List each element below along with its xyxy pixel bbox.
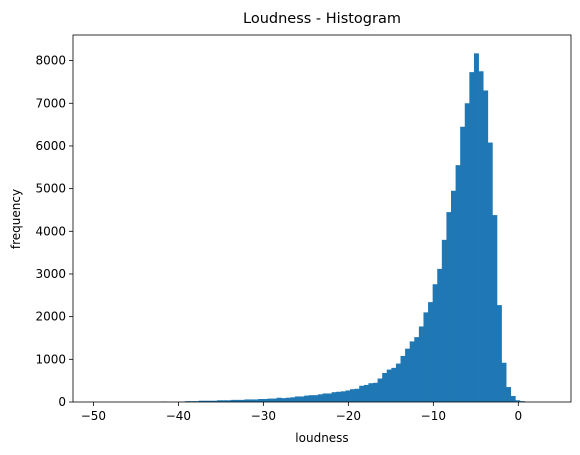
histogram-bar (423, 312, 429, 402)
histogram-bar (510, 396, 516, 402)
y-tick-label: 3000 (35, 267, 66, 281)
histogram-bar (281, 398, 287, 402)
histogram-bar (272, 398, 278, 402)
histogram-bar (331, 392, 337, 402)
histogram-bar (304, 395, 310, 402)
histogram-bar (226, 400, 232, 402)
plot-area: −50 −40 −30 −20 −10 0 0 1000 2000 3000 4000 5000 60… (35, 34, 572, 423)
histogram-bar (189, 401, 195, 402)
histogram-bar (409, 341, 415, 402)
histogram-bar (317, 394, 323, 402)
histogram-bar (496, 305, 502, 402)
histogram-bar (487, 142, 493, 403)
histogram-bar (432, 284, 438, 402)
histogram-bar (473, 53, 479, 402)
histogram-bar (501, 362, 507, 402)
histogram-bar (350, 389, 356, 402)
histogram-bar (194, 401, 200, 402)
histogram-bar (492, 215, 498, 402)
histogram-bar (455, 165, 461, 402)
histogram-bar (519, 401, 525, 402)
histogram-bar (327, 393, 333, 402)
histogram-bar (258, 399, 264, 402)
y-tick-label: 0 (58, 395, 66, 409)
histogram-bar (395, 363, 401, 402)
y-tick-label: 5000 (35, 182, 66, 196)
histogram-bar (382, 372, 388, 402)
histogram-bar (437, 268, 443, 402)
y-axis: 0 1000 2000 3000 4000 5000 6000 7000 8000 (35, 54, 73, 409)
histogram-bar (262, 399, 268, 402)
histogram-bar (340, 391, 346, 402)
x-tick-label: 0 (514, 409, 522, 423)
histogram-bar (377, 378, 383, 402)
histogram-bar (345, 390, 351, 402)
histogram-bar (451, 190, 456, 402)
y-tick-label: 7000 (35, 96, 66, 110)
x-tick-label: −50 (81, 409, 106, 423)
x-axis-label: loudness (295, 431, 348, 445)
histogram-bar (285, 397, 291, 402)
y-tick-label: 4000 (35, 224, 66, 238)
x-tick-label: −10 (421, 409, 446, 423)
histogram-bar (428, 302, 434, 402)
histogram-bar (290, 397, 296, 402)
histogram-bar (483, 90, 489, 402)
x-tick-label: −20 (336, 409, 361, 423)
histogram-bar (253, 399, 259, 402)
histogram-bar (354, 388, 360, 402)
y-tick-label: 8000 (35, 54, 66, 68)
histogram-bar (386, 369, 392, 402)
y-axis-label: frequency (9, 189, 23, 249)
histogram-bar (460, 126, 466, 402)
y-tick-label: 1000 (35, 352, 66, 366)
histogram-bar (446, 212, 452, 402)
histogram-bar (308, 395, 314, 402)
histogram-bar (203, 400, 209, 402)
bars-group (161, 53, 525, 403)
histogram-bar (391, 367, 397, 402)
histogram-bar (372, 382, 378, 402)
histogram-bar (198, 400, 204, 402)
chart-title: Loudness - Histogram (243, 11, 401, 27)
histogram-bar (414, 337, 420, 402)
histogram-bar (322, 393, 328, 402)
histogram-bar (478, 71, 484, 403)
histogram-bar (239, 399, 245, 402)
histogram-bar (441, 239, 447, 402)
histogram-bar (230, 399, 236, 402)
y-tick-label: 6000 (35, 139, 66, 153)
histogram-bar (405, 348, 411, 402)
histogram-bar (235, 399, 241, 402)
histogram-bar (249, 399, 255, 402)
histogram-bar (216, 400, 222, 402)
histogram-bar (363, 384, 369, 402)
histogram-bar (184, 401, 190, 402)
x-tick-label: −40 (166, 409, 191, 423)
x-tick-label: −30 (251, 409, 276, 423)
histogram-bar (313, 395, 319, 402)
histogram-bar (506, 387, 512, 402)
histogram-bar (515, 400, 521, 402)
histogram-bar (212, 400, 218, 402)
histogram-bar (299, 396, 305, 402)
histogram-bar (207, 400, 213, 402)
histogram-bar (221, 400, 227, 402)
histogram-bar (359, 385, 365, 402)
plot-frame (72, 34, 572, 403)
histogram-bar (418, 326, 424, 402)
histogram-bar (368, 383, 374, 402)
histogram-bar (244, 399, 250, 402)
histogram-bar (267, 398, 273, 402)
histogram-bar (469, 72, 475, 402)
histogram-bar (276, 397, 282, 402)
x-axis: −50 −40 −30 −20 −10 0 (81, 402, 522, 423)
histogram-bar (294, 396, 300, 402)
histogram-bar (400, 355, 406, 402)
y-tick-label: 2000 (35, 310, 66, 324)
histogram-bar (464, 103, 470, 402)
histogram-bar (336, 391, 342, 402)
